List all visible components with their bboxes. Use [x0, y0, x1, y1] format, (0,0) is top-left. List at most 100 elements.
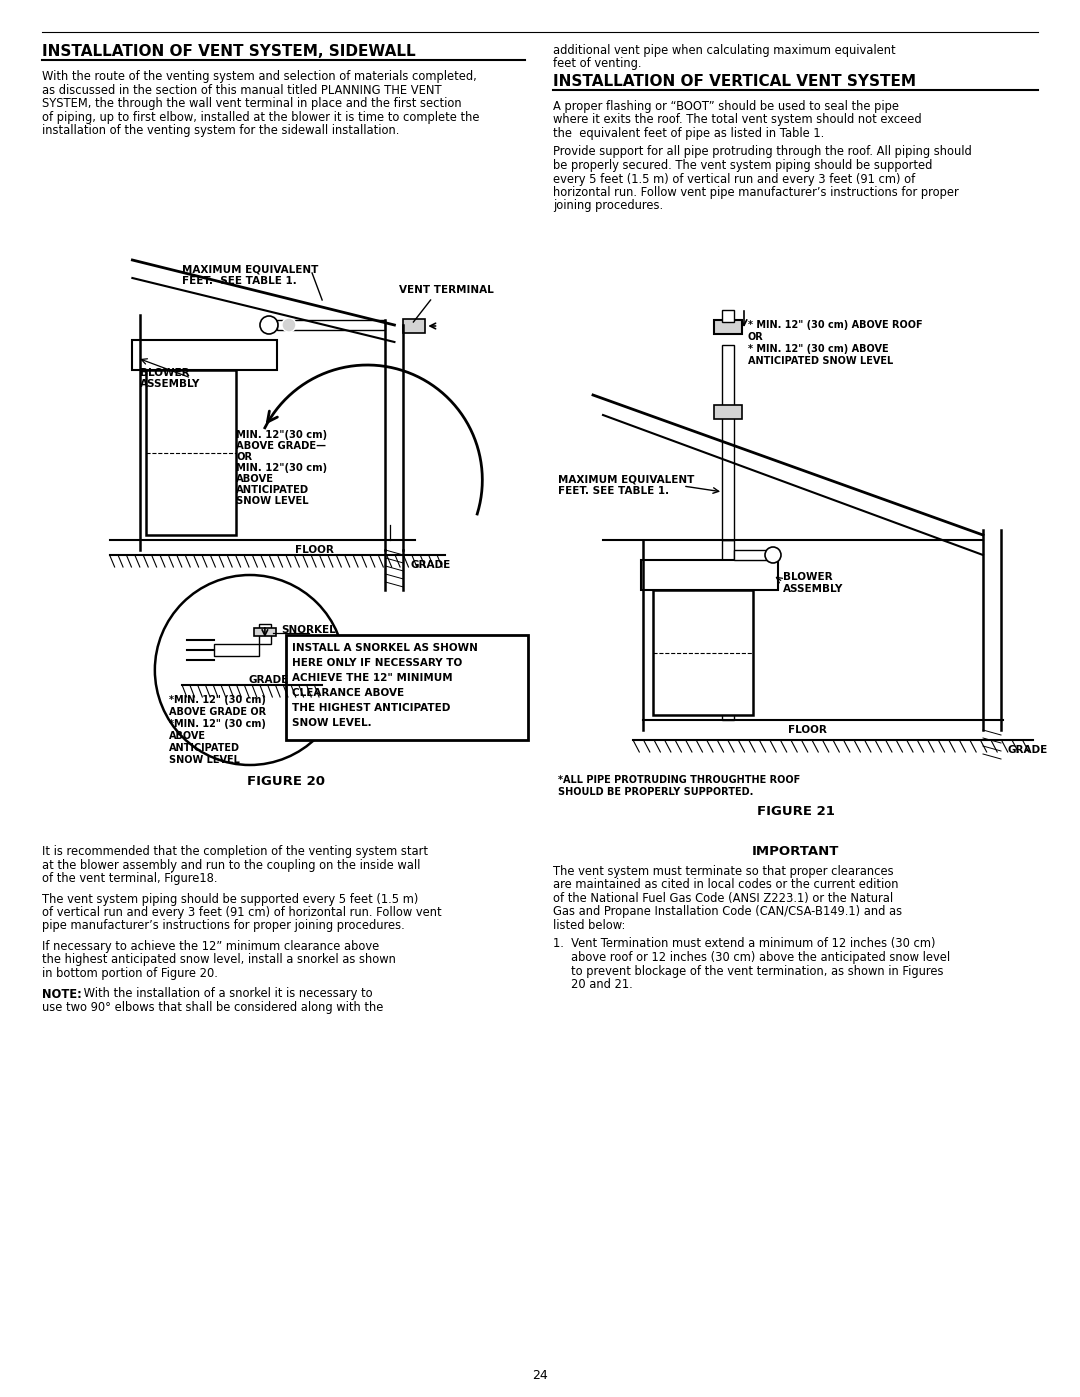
Text: * MIN. 12" (30 cm) ABOVE ROOF: * MIN. 12" (30 cm) ABOVE ROOF [748, 320, 922, 330]
Text: ANTICIPATED SNOW LEVEL: ANTICIPATED SNOW LEVEL [748, 356, 893, 366]
Text: Gas and Propane Installation Code (CAN/CSA-B149.1) and as: Gas and Propane Installation Code (CAN/C… [553, 905, 902, 918]
Text: CLEARANCE ABOVE: CLEARANCE ABOVE [292, 687, 404, 698]
Text: of piping, up to first elbow, installed at the blower it is time to complete the: of piping, up to first elbow, installed … [42, 110, 480, 123]
Text: THE HIGHEST ANTICIPATED: THE HIGHEST ANTICIPATED [292, 703, 450, 712]
Text: FLOOR: FLOOR [295, 545, 334, 555]
Text: additional vent pipe when calculating maximum equivalent: additional vent pipe when calculating ma… [553, 43, 895, 57]
Text: OR: OR [237, 453, 253, 462]
Text: in bottom portion of Figure 20.: in bottom portion of Figure 20. [42, 967, 218, 981]
Text: at the blower assembly and run to the coupling on the inside wall: at the blower assembly and run to the co… [42, 859, 420, 872]
Text: If necessary to achieve the 12” minimum clearance above: If necessary to achieve the 12” minimum … [42, 940, 379, 953]
Text: ASSEMBLY: ASSEMBLY [783, 584, 843, 594]
Text: SNORKEL: SNORKEL [282, 624, 336, 636]
Text: ANTICIPATED: ANTICIPATED [237, 485, 310, 495]
Bar [723, 541, 734, 719]
Text: *MIN. 12" (30 cm): *MIN. 12" (30 cm) [168, 694, 266, 705]
Text: 24: 24 [532, 1369, 548, 1382]
Text: 20 and 21.: 20 and 21. [571, 978, 633, 990]
Text: It is recommended that the completion of the venting system start: It is recommended that the completion of… [42, 845, 428, 858]
Bar [734, 550, 778, 560]
Text: to prevent blockage of the vent termination, as shown in Figures: to prevent blockage of the vent terminat… [571, 964, 944, 978]
Bar [286, 636, 528, 740]
Text: SHOULD BE PROPERLY SUPPORTED.: SHOULD BE PROPERLY SUPPORTED. [558, 787, 754, 798]
Text: *ALL PIPE PROTRUDING THROUGHTHE ROOF: *ALL PIPE PROTRUDING THROUGHTHE ROOF [558, 775, 800, 785]
Bar [276, 320, 386, 330]
Text: installation of the venting system for the sidewall installation.: installation of the venting system for t… [42, 124, 400, 137]
Text: GRADE: GRADE [1008, 745, 1049, 754]
Text: where it exits the roof. The total vent system should not exceed: where it exits the roof. The total vent … [553, 113, 921, 127]
Text: FEET.  SEE TABLE 1.: FEET. SEE TABLE 1. [183, 277, 297, 286]
Bar [653, 590, 753, 715]
Circle shape [765, 548, 781, 563]
Text: ABOVE: ABOVE [168, 731, 205, 740]
Text: SNOW LEVEL: SNOW LEVEL [237, 496, 309, 506]
Text: BLOWER: BLOWER [139, 367, 189, 379]
Text: joining procedures.: joining procedures. [553, 200, 663, 212]
Text: as discussed in the section of this manual titled PLANNING THE VENT: as discussed in the section of this manu… [42, 84, 442, 96]
Text: HERE ONLY IF NECESSARY TO: HERE ONLY IF NECESSARY TO [292, 658, 462, 668]
Text: ABOVE GRADE OR: ABOVE GRADE OR [168, 707, 266, 717]
Text: the  equivalent feet of pipe as listed in Table 1.: the equivalent feet of pipe as listed in… [553, 127, 824, 140]
Text: feet of venting.: feet of venting. [553, 57, 642, 70]
Bar [146, 370, 237, 535]
Text: Provide support for all pipe protruding through the roof. All piping should: Provide support for all pipe protruding … [553, 145, 972, 158]
Text: The vent system must terminate so that proper clearances: The vent system must terminate so that p… [553, 865, 893, 877]
Text: SNOW LEVEL.: SNOW LEVEL. [292, 718, 372, 728]
Text: * MIN. 12" (30 cm) ABOVE: * MIN. 12" (30 cm) ABOVE [748, 344, 889, 353]
Text: INSTALLATION OF VENT SYSTEM, SIDEWALL: INSTALLATION OF VENT SYSTEM, SIDEWALL [42, 43, 416, 59]
Text: MIN. 12"(30 cm): MIN. 12"(30 cm) [237, 430, 327, 440]
Text: be properly secured. The vent system piping should be supported: be properly secured. The vent system pip… [553, 159, 932, 172]
Text: IMPORTANT: IMPORTANT [752, 845, 839, 858]
Bar [404, 319, 426, 332]
Text: ABOVE: ABOVE [237, 474, 274, 483]
Bar [714, 320, 742, 334]
Text: INSTALLATION OF VERTICAL VENT SYSTEM: INSTALLATION OF VERTICAL VENT SYSTEM [553, 74, 916, 89]
Text: ANTICIPATED: ANTICIPATED [168, 743, 240, 753]
Text: ABOVE GRADE—: ABOVE GRADE— [237, 441, 326, 451]
Text: use two 90° elbows that shall be considered along with the: use two 90° elbows that shall be conside… [42, 1002, 383, 1014]
Text: ACHIEVE THE 12" MINIMUM: ACHIEVE THE 12" MINIMUM [292, 673, 453, 683]
Text: A proper flashing or “BOOT” should be used to seal the pipe: A proper flashing or “BOOT” should be us… [553, 101, 899, 113]
Text: MIN. 12"(30 cm): MIN. 12"(30 cm) [237, 462, 327, 474]
Text: With the route of the venting system and selection of materials completed,: With the route of the venting system and… [42, 70, 476, 82]
Text: *MIN. 12" (30 cm): *MIN. 12" (30 cm) [168, 719, 266, 729]
Text: the highest anticipated snow level, install a snorkel as shown: the highest anticipated snow level, inst… [42, 954, 396, 967]
Text: horizontal run. Follow vent pipe manufacturer’s instructions for proper: horizontal run. Follow vent pipe manufac… [553, 186, 959, 198]
Text: SYSTEM, the through the wall vent terminal in place and the first section: SYSTEM, the through the wall vent termin… [42, 96, 461, 110]
Text: every 5 feet (1.5 m) of vertical run and every 3 feet (91 cm) of: every 5 feet (1.5 m) of vertical run and… [553, 172, 915, 186]
Text: of the vent terminal, Figure18.: of the vent terminal, Figure18. [42, 872, 217, 886]
Text: 1.  Vent Termination must extend a minimum of 12 inches (30 cm): 1. Vent Termination must extend a minimu… [553, 937, 935, 950]
Text: The vent system piping should be supported every 5 feet (1.5 m): The vent system piping should be support… [42, 893, 418, 905]
Text: MAXIMUM EQUIVALENT: MAXIMUM EQUIVALENT [558, 475, 694, 485]
Text: ASSEMBLY: ASSEMBLY [139, 379, 200, 388]
Text: of vertical run and every 3 feet (91 cm) of horizontal run. Follow vent: of vertical run and every 3 feet (91 cm)… [42, 907, 442, 919]
Bar [254, 629, 275, 636]
Text: pipe manufacturer’s instructions for proper joining procedures.: pipe manufacturer’s instructions for pro… [42, 919, 405, 933]
Circle shape [260, 316, 278, 334]
Bar [214, 644, 259, 657]
Bar [723, 310, 734, 321]
Bar [723, 345, 734, 541]
Text: MAXIMUM EQUIVALENT: MAXIMUM EQUIVALENT [183, 265, 319, 275]
Text: of the National Fuel Gas Code (ANSI Z223.1) or the Natural: of the National Fuel Gas Code (ANSI Z223… [553, 893, 893, 905]
Text: GRADE: GRADE [248, 675, 288, 685]
Bar [714, 405, 742, 419]
Bar [133, 339, 276, 370]
Text: VENT TERMINAL: VENT TERMINAL [399, 285, 494, 295]
Text: NOTE:: NOTE: [42, 988, 82, 1000]
Text: SNOW LEVEL: SNOW LEVEL [168, 754, 240, 766]
Text: INSTALL A SNORKEL AS SHOWN: INSTALL A SNORKEL AS SHOWN [292, 643, 477, 652]
Text: listed below:: listed below: [553, 919, 625, 932]
Bar [642, 560, 778, 590]
Text: above roof or 12 inches (30 cm) above the anticipated snow level: above roof or 12 inches (30 cm) above th… [571, 951, 950, 964]
Text: OR: OR [748, 332, 764, 342]
Text: FIGURE 21: FIGURE 21 [757, 805, 835, 819]
Bar [259, 624, 271, 644]
Text: GRADE: GRADE [410, 560, 450, 570]
Circle shape [282, 319, 296, 332]
Text: With the installation of a snorkel it is necessary to: With the installation of a snorkel it is… [80, 988, 373, 1000]
Text: BLOWER: BLOWER [783, 571, 833, 583]
Text: FIGURE 20: FIGURE 20 [247, 775, 325, 788]
Text: FEET. SEE TABLE 1.: FEET. SEE TABLE 1. [558, 486, 670, 496]
Text: FLOOR: FLOOR [788, 725, 827, 735]
